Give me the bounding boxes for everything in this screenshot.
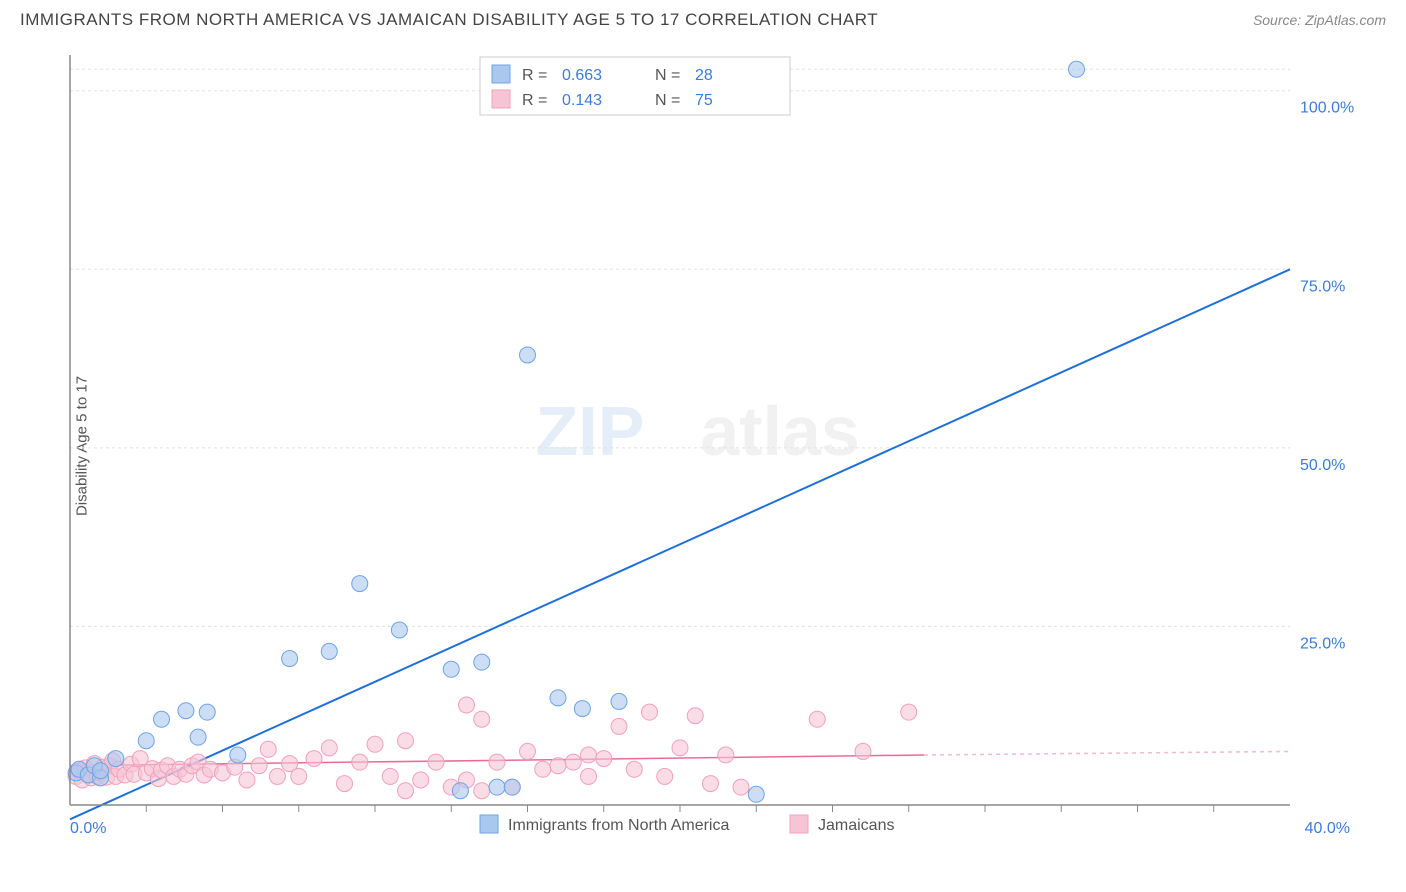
point-pink [626, 761, 642, 777]
point-pink [581, 768, 597, 784]
point-blue [452, 783, 468, 799]
point-blue [190, 729, 206, 745]
point-pink [672, 740, 688, 756]
point-pink [809, 711, 825, 727]
chart-title: IMMIGRANTS FROM NORTH AMERICA VS JAMAICA… [20, 10, 878, 30]
point-pink [321, 740, 337, 756]
trend-line-pink-extrapolated [924, 751, 1290, 755]
point-pink [367, 736, 383, 752]
point-blue [178, 703, 194, 719]
x-origin-label: 0.0% [70, 820, 106, 837]
legend-r-label: R = [522, 67, 547, 84]
point-blue [489, 779, 505, 795]
point-pink [581, 747, 597, 763]
watermark: ZIP [536, 392, 645, 470]
point-pink [260, 741, 276, 757]
point-pink [489, 754, 505, 770]
point-pink [596, 751, 612, 767]
y-tick-label: 50.0% [1300, 457, 1345, 474]
point-pink [239, 772, 255, 788]
point-pink [382, 768, 398, 784]
legend-n-blue: 28 [695, 67, 713, 84]
point-pink [718, 747, 734, 763]
point-blue [154, 711, 170, 727]
point-blue [199, 704, 215, 720]
point-pink [535, 761, 551, 777]
point-blue [282, 651, 298, 667]
legend-r-label: R = [522, 92, 547, 109]
point-blue [611, 693, 627, 709]
point-blue [443, 661, 459, 677]
watermark: atlas [700, 392, 860, 470]
point-pink [428, 754, 444, 770]
series-swatch-pink [790, 815, 808, 833]
point-blue [391, 622, 407, 638]
point-pink [703, 776, 719, 792]
point-pink [611, 718, 627, 734]
source-attribution: Source: ZipAtlas.com [1253, 12, 1386, 28]
point-pink [657, 768, 673, 784]
legend-r-pink: 0.143 [562, 92, 602, 109]
series-label-pink: Jamaicans [818, 817, 894, 834]
point-blue [1069, 61, 1085, 77]
point-pink [337, 776, 353, 792]
point-pink [550, 758, 566, 774]
legend-swatch-pink [492, 90, 510, 108]
legend-n-label: N = [655, 67, 680, 84]
point-pink [251, 758, 267, 774]
point-blue [474, 654, 490, 670]
point-pink [565, 754, 581, 770]
point-pink [306, 751, 322, 767]
point-pink [642, 704, 658, 720]
point-blue [138, 733, 154, 749]
point-blue [93, 763, 109, 779]
point-pink [352, 754, 368, 770]
point-pink [269, 768, 285, 784]
legend-n-label: N = [655, 92, 680, 109]
point-blue [108, 751, 124, 767]
point-pink [520, 743, 536, 759]
legend-n-pink: 75 [695, 92, 713, 109]
series-label-blue: Immigrants from North America [508, 817, 729, 834]
point-blue [550, 690, 566, 706]
trend-line-blue [70, 269, 1290, 819]
point-pink [687, 708, 703, 724]
point-blue [504, 779, 520, 795]
legend-r-blue: 0.663 [562, 67, 602, 84]
point-pink [459, 697, 475, 713]
y-tick-label: 25.0% [1300, 635, 1345, 652]
series-swatch-blue [480, 815, 498, 833]
scatter-plot: ZIP atlas 25.0% 50.0% 75.0% 100.0% 0.0% 40.0% R … [60, 45, 1360, 845]
point-pink [413, 772, 429, 788]
point-blue [230, 747, 246, 763]
point-pink [474, 711, 490, 727]
point-pink [474, 783, 490, 799]
point-pink [733, 779, 749, 795]
point-pink [901, 704, 917, 720]
y-tick-label: 100.0% [1300, 100, 1354, 117]
y-tick-label: 75.0% [1300, 278, 1345, 295]
point-pink [398, 783, 414, 799]
point-pink [291, 768, 307, 784]
point-blue [748, 786, 764, 802]
point-blue [520, 347, 536, 363]
legend-swatch-blue [492, 65, 510, 83]
point-blue [352, 576, 368, 592]
point-blue [321, 643, 337, 659]
point-pink [398, 733, 414, 749]
point-blue [574, 701, 590, 717]
point-pink [855, 743, 871, 759]
x-end-label: 40.0% [1305, 820, 1350, 837]
